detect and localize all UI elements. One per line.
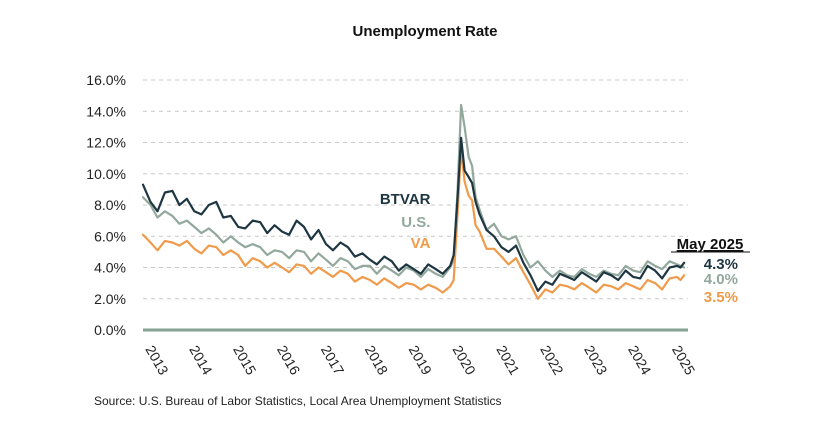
y-tick-label: 6.0% [94, 228, 126, 244]
source-note: Source: U.S. Bureau of Labor Statistics,… [94, 394, 502, 408]
y-tick-label: 4.0% [94, 260, 126, 276]
series-line-va [141, 147, 686, 300]
y-tick-label: 0.0% [94, 322, 126, 338]
end-label-title: May 2025 [677, 236, 744, 253]
series-lines [141, 103, 686, 300]
end-value-us: 4.0% [704, 271, 738, 288]
x-tick-label: 2013 [142, 343, 172, 378]
x-tick-label: 2024 [625, 343, 655, 378]
y-tick-label: 12.0% [86, 135, 126, 151]
series-label-va: VA [411, 235, 431, 252]
x-tick-label: 2017 [318, 343, 348, 378]
x-tick-label: 2023 [581, 343, 611, 378]
x-tick-label: 2020 [450, 343, 480, 378]
x-tick-label: 2021 [493, 343, 523, 378]
x-tick-label: 2015 [230, 343, 260, 378]
gridlines [143, 79, 688, 300]
y-tick-label: 16.0% [86, 72, 126, 88]
end-values: 4.3%4.0%3.5% [704, 256, 738, 306]
y-tick-label: 8.0% [94, 197, 126, 213]
end-value-btvar: 4.3% [704, 256, 738, 273]
x-tick-label: 2016 [274, 343, 304, 378]
series-label-us: U.S. [401, 214, 430, 231]
y-tick-label: 10.0% [86, 166, 126, 182]
end-value-va: 3.5% [704, 289, 738, 306]
x-tick-label: 2022 [537, 343, 567, 378]
x-tick-label: 2018 [362, 343, 392, 378]
chart-title: Unemployment Rate [352, 23, 497, 40]
series-label-btvar: BTVAR [380, 191, 431, 208]
series-labels: BTVAR U.S. VA [380, 191, 431, 252]
y-tick-label: 14.0% [86, 103, 126, 119]
axes: 0.0% 2.0% 4.0% 6.0% 8.0% 10.0% 12.0% 14.0% 16.0%… [86, 72, 698, 378]
series-line-us [141, 103, 686, 278]
series-line-btvar [141, 136, 686, 292]
x-tick-label: 2019 [406, 343, 436, 378]
x-tick-label: 2014 [186, 343, 216, 378]
y-tick-label: 2.0% [94, 291, 126, 307]
x-tick-label: 2025 [669, 343, 699, 378]
